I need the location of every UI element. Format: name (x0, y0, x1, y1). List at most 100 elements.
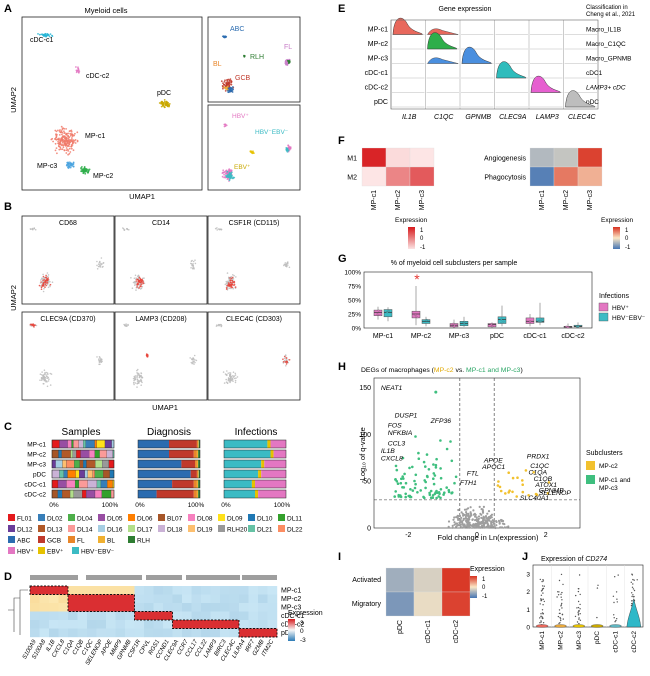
legend-swatch (218, 514, 225, 521)
feature-plot-cd14: CD14 (114, 215, 208, 305)
feature-point-gray (193, 354, 196, 357)
panel-f-left-cell (361, 147, 387, 168)
scatter-point-mp-c1 (67, 135, 69, 138)
panel-j-col-label: MP-c1 (539, 631, 546, 650)
sample-bar-outline (51, 459, 115, 469)
volcano-point-ns (477, 520, 480, 523)
panel-j-point (577, 614, 580, 616)
diagnosis-bar-segment (196, 470, 199, 478)
scatter-point-fl-rlh (287, 62, 290, 65)
volcano-point-mpc13 (427, 468, 431, 471)
panel-j-point (579, 603, 581, 606)
legend-label: FL (77, 538, 85, 545)
panel-j-point (613, 601, 615, 604)
panel-j-col-label: pDC (594, 631, 601, 644)
heatmap-row-label: cDC-c1 (281, 613, 304, 620)
volcano-point-ns (466, 520, 469, 523)
volcano-point-ns (485, 525, 488, 528)
scatter-point-neg-main (229, 172, 232, 175)
feature-point-gray (191, 259, 193, 262)
diagnosis-bar-outline (137, 489, 201, 499)
feature-point-gray (39, 379, 41, 382)
panel-j-title-gene: CD274 (585, 556, 607, 563)
scatter-point-pdc (158, 102, 161, 104)
panel-i-cell (385, 567, 415, 593)
volcano-point-ns (468, 521, 471, 525)
feature-point-gray (225, 378, 227, 381)
feature-point-gray (137, 373, 140, 376)
sample-bar-segment (51, 489, 58, 499)
volcano-point-mpc2 (521, 479, 524, 482)
panel-j-point (541, 588, 544, 590)
panel-d-legend-tick-max: 3 (300, 620, 304, 627)
panel-d: D MP-c1MP-c2MP-c3cDC-c1cDC-c2pDCS100A9S1… (4, 571, 323, 667)
heatmap-cell (115, 628, 126, 638)
heatmap-cell (30, 620, 40, 629)
feature-point-gray (225, 381, 228, 384)
feature-point-gray (134, 375, 137, 377)
heatmap-cell (134, 603, 145, 612)
heatmap-cell (125, 620, 135, 629)
feature-point-gray (141, 285, 144, 288)
panel-j-point (631, 603, 633, 605)
scatter-point-mp-c1 (70, 130, 73, 133)
violin-shape (565, 90, 596, 108)
heatmap-cell (49, 603, 59, 612)
feature-point-gray (135, 277, 137, 279)
scatter-point-mp-c1 (59, 129, 61, 131)
feature-point-gray (47, 373, 49, 376)
volcano-point-ns (488, 519, 491, 522)
violin-gene-label: IL1B (402, 114, 417, 121)
feature-point-gray (216, 227, 218, 229)
feature-point-gray (34, 228, 37, 231)
panel-a-letter: A (4, 3, 12, 15)
volcano-point-ns (463, 508, 467, 511)
feature-point-gray (190, 361, 193, 364)
panel-j-point (631, 592, 633, 594)
feature-point-red (137, 280, 140, 283)
feature-point-gray (101, 360, 103, 363)
scatter-point-mp-c1 (61, 128, 64, 131)
panel-f-legend1-mid: 0 (420, 236, 424, 242)
panel-b-xlabel: UMAP1 (152, 403, 178, 412)
volcano-point-mpc13 (413, 479, 416, 483)
volcano-point-mpc13 (403, 472, 406, 476)
legend-swatch (248, 525, 255, 532)
panel-j-point (577, 600, 580, 603)
scatter-point-bl (226, 85, 229, 88)
panel-j-point (558, 579, 561, 582)
legend-swatch (38, 547, 45, 554)
panel-f-legend2-max: 1 (625, 228, 629, 234)
diagnosis-bar-segment (196, 490, 199, 498)
feature-point-gray (228, 287, 231, 290)
feature-plot-title: CLEC4C (CD303) (226, 316, 282, 323)
diagnosis-bar-segment (138, 440, 169, 448)
volcano-gene-label: GPNMB (539, 487, 564, 494)
panel-f-right-col-label: MP-c1 (539, 190, 546, 210)
feature-point-red (44, 286, 46, 289)
feature-point-red (285, 361, 288, 363)
heatmap-cell (201, 586, 211, 595)
scatter-point-mp-c2 (81, 166, 83, 168)
violin-row-label: cDC-c2 (365, 85, 388, 92)
volcano-point-ns (481, 509, 485, 513)
heatmap-cell (58, 620, 69, 629)
feature-point-red (40, 286, 43, 289)
volcano-gene-label: FOS (388, 423, 402, 430)
volcano-point-ns (472, 524, 475, 527)
heatmap-cell (239, 603, 249, 612)
panel-a-ylabel: UMAP2 (9, 87, 18, 113)
legend-label: DL06 (137, 516, 153, 523)
infection-bar-segment (270, 440, 286, 448)
heatmap-cell (87, 628, 97, 638)
violin-gene-label: CLEC9A (499, 114, 527, 121)
box-point (500, 318, 503, 321)
scatter-point-mp-c1 (70, 147, 73, 150)
label-mp-c2: MP-c2 (93, 173, 113, 180)
panel-f-right-cell (577, 147, 603, 168)
volcano-point-mpc2 (496, 484, 500, 487)
sample-bar-segment (94, 439, 97, 449)
label-mp-c3: MP-c3 (37, 163, 57, 170)
volcano-point-ns (490, 521, 493, 525)
